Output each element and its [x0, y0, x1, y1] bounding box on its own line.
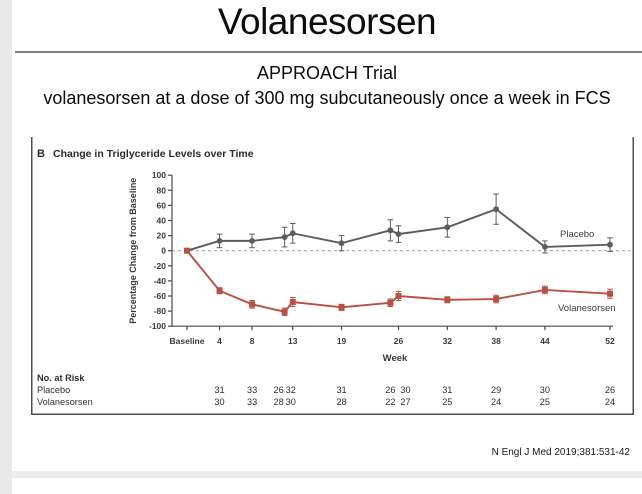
svg-text:26: 26 — [605, 385, 615, 395]
svg-text:33: 33 — [247, 397, 257, 407]
svg-text:29: 29 — [491, 385, 501, 395]
svg-text:Percentage Change from Baselin: Percentage Change from Baseline — [128, 178, 138, 324]
svg-text:40: 40 — [157, 216, 167, 226]
page-title: Volanesorsen — [217, 1, 437, 42]
svg-text:19: 19 — [337, 336, 347, 346]
svg-text:B: B — [37, 148, 45, 160]
svg-text:-80: -80 — [154, 306, 167, 316]
svg-text:27: 27 — [400, 397, 410, 407]
svg-text:60: 60 — [157, 200, 167, 210]
svg-text:25: 25 — [442, 397, 452, 407]
svg-text:0: 0 — [161, 246, 166, 256]
svg-text:32: 32 — [286, 385, 296, 395]
svg-text:30: 30 — [540, 385, 550, 395]
subtitle-trial-name: APPROACH Trial — [256, 63, 398, 83]
svg-text:32: 32 — [443, 336, 453, 346]
svg-text:4: 4 — [217, 336, 222, 346]
svg-text:Placebo: Placebo — [560, 229, 594, 240]
svg-text:31: 31 — [214, 385, 224, 395]
svg-text:No. at Risk: No. at Risk — [37, 373, 85, 383]
svg-text:22: 22 — [385, 397, 395, 407]
svg-text:25: 25 — [540, 397, 550, 407]
svg-text:20: 20 — [157, 231, 167, 241]
svg-text:28: 28 — [336, 397, 346, 407]
svg-text:Change in Triglyceride Levels: Change in Triglyceride Levels over Time — [53, 148, 254, 160]
svg-text:100: 100 — [152, 170, 166, 180]
svg-text:26: 26 — [273, 385, 283, 395]
svg-text:8: 8 — [250, 336, 255, 346]
bottom-band — [12, 471, 642, 478]
svg-text:Baseline: Baseline — [170, 336, 205, 346]
subtitle-dose-description: volanesorsen at a dose of 300 mg subcuta… — [43, 88, 611, 108]
left-margin-strip — [0, 0, 12, 494]
svg-text:30: 30 — [400, 385, 410, 395]
svg-text:26: 26 — [385, 385, 395, 395]
svg-text:31: 31 — [442, 385, 452, 395]
svg-text:44: 44 — [540, 336, 550, 346]
svg-text:80: 80 — [157, 185, 167, 195]
svg-text:33: 33 — [247, 385, 257, 395]
svg-text:Volanesorsen: Volanesorsen — [37, 397, 93, 407]
svg-text:28: 28 — [273, 397, 283, 407]
svg-text:30: 30 — [286, 397, 296, 407]
triglyceride-change-line-chart: B Change in Triglyceride Levels over Time… — [31, 137, 634, 415]
svg-text:-20: -20 — [154, 261, 167, 271]
citation: N Engl J Med 2019;381:531-42 — [491, 447, 630, 458]
svg-text:-40: -40 — [154, 276, 167, 286]
figure-panel: B Change in Triglyceride Levels over Time… — [31, 137, 634, 415]
svg-text:26: 26 — [394, 336, 404, 346]
svg-text:31: 31 — [336, 385, 346, 395]
svg-text:13: 13 — [288, 336, 298, 346]
svg-text:24: 24 — [491, 397, 501, 407]
svg-text:-100: -100 — [149, 321, 166, 331]
svg-text:-60: -60 — [154, 291, 167, 301]
svg-text:30: 30 — [214, 397, 224, 407]
svg-text:Week: Week — [383, 353, 408, 364]
svg-text:38: 38 — [491, 336, 501, 346]
svg-text:24: 24 — [605, 397, 615, 407]
svg-text:52: 52 — [605, 336, 615, 346]
title-divider — [15, 51, 642, 53]
svg-text:Volanesorsen: Volanesorsen — [558, 303, 616, 314]
svg-text:Placebo: Placebo — [37, 385, 70, 395]
